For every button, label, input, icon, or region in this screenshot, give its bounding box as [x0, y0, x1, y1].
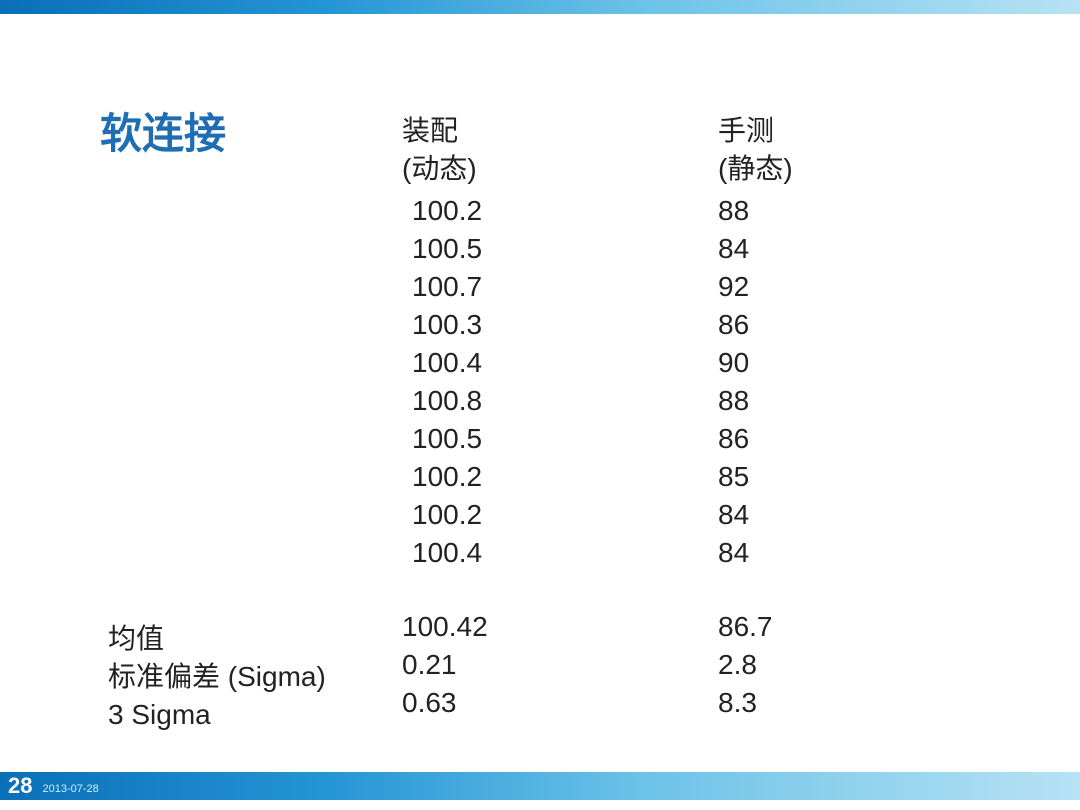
data-cell: 100.4: [412, 534, 488, 572]
stat-cell: 86.7: [718, 608, 793, 646]
stat-label-mean: 均值: [108, 620, 326, 658]
col2-values: 88 84 92 86 90 88 86 85 84 84: [718, 192, 793, 572]
stat-cell: 0.63: [402, 684, 488, 722]
stat-cell: 100.42: [402, 608, 488, 646]
top-accent-bar: [0, 0, 1080, 14]
data-cell: 88: [718, 192, 793, 230]
data-cell: 84: [718, 534, 793, 572]
stat-cell: 2.8: [718, 646, 793, 684]
data-cell: 100.5: [412, 230, 488, 268]
col2-stats: 86.7 2.8 8.3: [718, 608, 793, 722]
data-cell: 86: [718, 420, 793, 458]
data-cell: 84: [718, 230, 793, 268]
col1-header1: 装配: [402, 112, 488, 150]
column-assembly: 装配 (动态) 100.2 100.5 100.7 100.3 100.4 10…: [402, 112, 488, 722]
data-cell: 100.4: [412, 344, 488, 382]
col1-stats: 100.42 0.21 0.63: [402, 608, 488, 722]
bottom-accent-bar: 28 2013-07-28: [0, 772, 1080, 800]
slide-title: 软连接: [100, 100, 226, 161]
data-cell: 92: [718, 268, 793, 306]
stat-label-stddev: 标准偏差 (Sigma): [108, 658, 326, 696]
stat-label-3sigma: 3 Sigma: [108, 696, 326, 734]
data-cell: 100.2: [412, 192, 488, 230]
col1-header2: (动态): [402, 150, 488, 188]
page-number: 28: [8, 773, 32, 799]
data-cell: 85: [718, 458, 793, 496]
data-cell: 100.7: [412, 268, 488, 306]
data-cell: 100.2: [412, 458, 488, 496]
data-cell: 90: [718, 344, 793, 382]
data-cell: 88: [718, 382, 793, 420]
data-cell: 100.2: [412, 496, 488, 534]
footer-date: 2013-07-28: [42, 783, 98, 795]
stat-cell: 8.3: [718, 684, 793, 722]
stat-cell: 0.21: [402, 646, 488, 684]
data-cell: 100.5: [412, 420, 488, 458]
col2-header1: 手测: [718, 112, 793, 150]
data-cell: 86: [718, 306, 793, 344]
stat-labels: 均值 标准偏差 (Sigma) 3 Sigma: [108, 620, 326, 734]
col2-header2: (静态): [718, 150, 793, 188]
data-cell: 100.3: [412, 306, 488, 344]
column-manual: 手测 (静态) 88 84 92 86 90 88 86 85 84 84 86…: [718, 112, 793, 722]
data-cell: 100.8: [412, 382, 488, 420]
col1-values: 100.2 100.5 100.7 100.3 100.4 100.8 100.…: [402, 192, 488, 572]
data-cell: 84: [718, 496, 793, 534]
